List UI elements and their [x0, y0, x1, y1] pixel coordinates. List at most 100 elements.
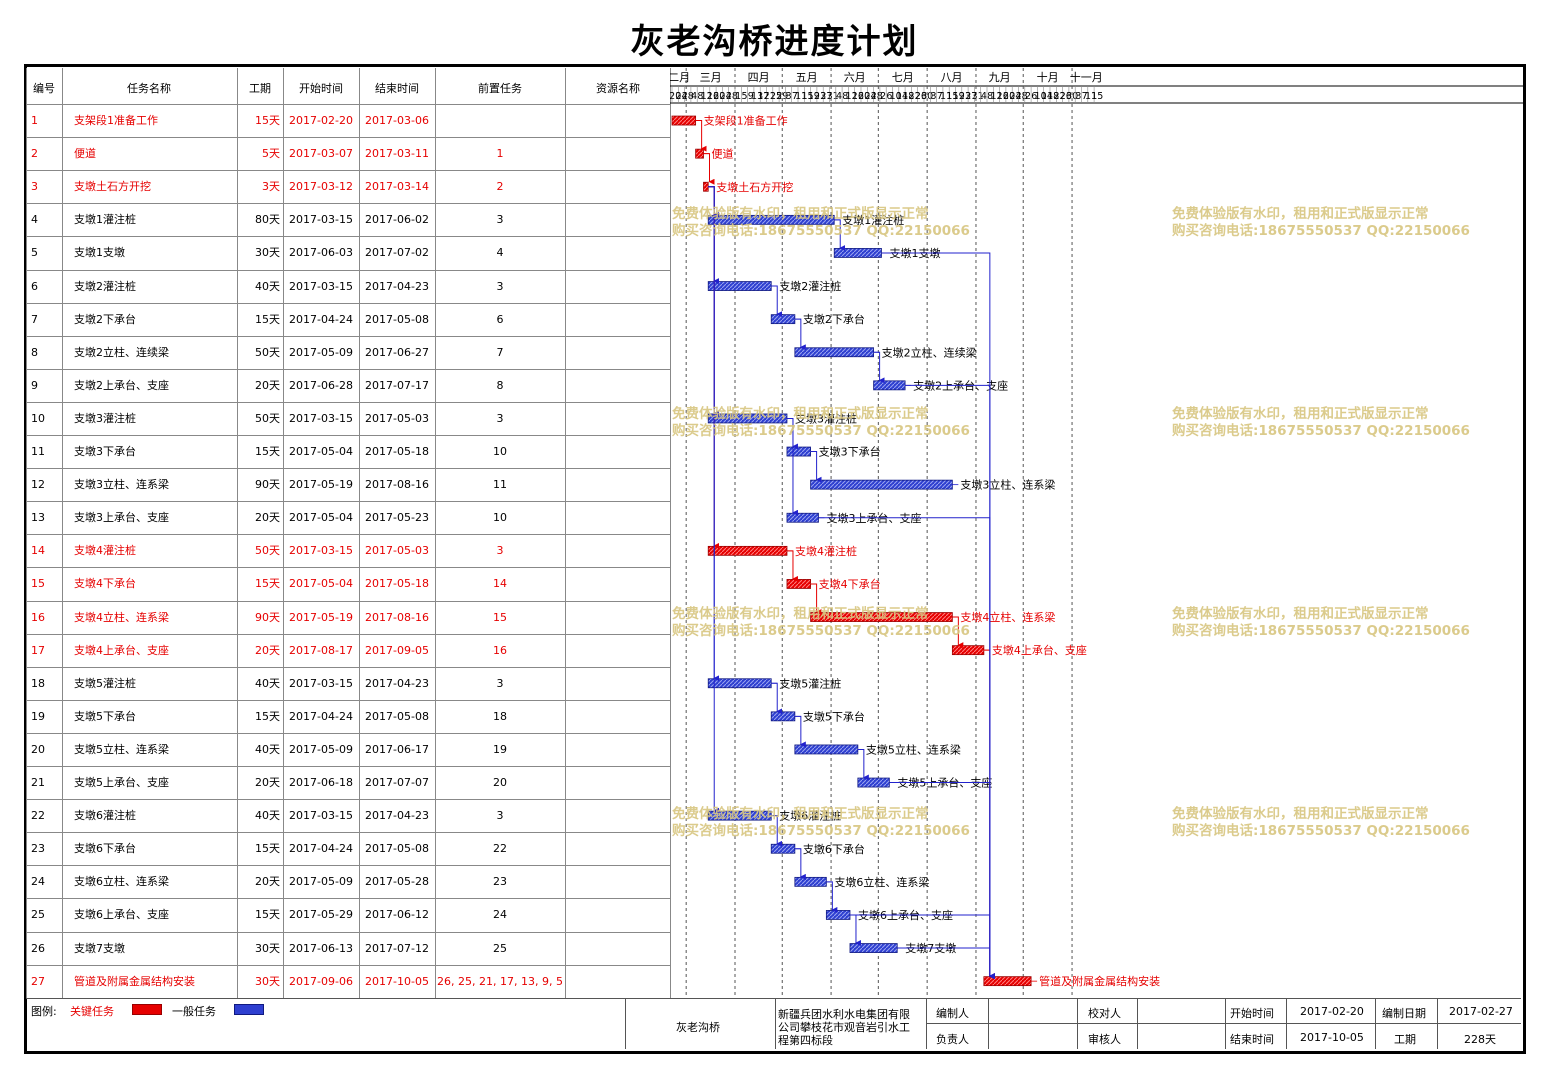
gantt-bar[interactable] [873, 380, 906, 391]
schedule-frame [24, 64, 1526, 1054]
gantt-bar[interactable] [707, 214, 835, 225]
task-start: 2017-06-03 [289, 246, 353, 260]
gantt-bar[interactable] [707, 810, 772, 821]
gantt-bar[interactable] [951, 645, 985, 656]
task-start: 2017-08-17 [289, 643, 353, 657]
day-tick-label: 3 [786, 91, 792, 102]
gantt-bar-label: 支墩4下承台 [819, 577, 881, 591]
task-predecessor: 24 [493, 908, 507, 922]
gantt-bar[interactable] [786, 579, 811, 589]
gantt-bar-label: 支墩3立柱、连系梁 [960, 478, 1055, 492]
checker-label: 校对人 [1088, 1007, 1121, 1020]
gantt-bar[interactable] [786, 446, 811, 457]
company-line-1: 新疆兵团水利水电集团有限 [778, 1008, 910, 1021]
gantt-bar[interactable] [770, 314, 796, 325]
gantt-bar-label: 便道 [712, 147, 734, 161]
task-start: 2017-04-24 [289, 842, 353, 856]
day-tick-label: 7 [937, 91, 943, 102]
task-predecessor: 3 [496, 279, 504, 293]
task-predecessor: 23 [493, 875, 507, 889]
table-row-line [26, 302, 670, 304]
gantt-bar-label: 支墩2下承台 [803, 312, 865, 326]
task-name: 支墩2立柱、连续梁 [74, 345, 169, 359]
dependency-arrow [703, 153, 715, 185]
gantt-bar-label: 支墩5立柱、连系梁 [866, 742, 961, 756]
day-tick-label: 9 [748, 91, 754, 102]
gantt-bar[interactable] [983, 976, 1032, 987]
task-name: 管道及附属金属结构安装 [74, 974, 195, 988]
col-header-end: 结束时间 [375, 82, 419, 95]
month-label: 四月 [748, 71, 770, 84]
task-predecessor: 3 [496, 411, 504, 425]
gantt-bar[interactable] [810, 612, 953, 622]
gantt-bar[interactable] [707, 281, 772, 291]
task-id: 7 [31, 312, 38, 326]
task-name: 支墩土石方开挖 [74, 180, 151, 194]
task-duration: 20天 [255, 875, 280, 889]
gantt-bar[interactable] [786, 512, 819, 523]
dependency-arrow [771, 285, 783, 318]
table-row-line [26, 401, 670, 403]
task-start: 2017-04-24 [289, 709, 353, 723]
task-predecessor: 16 [493, 643, 507, 657]
day-tick-label: 11 [940, 91, 952, 102]
gantt-bar[interactable] [695, 148, 704, 159]
task-start: 2017-06-28 [289, 378, 353, 392]
gantt-bar[interactable] [770, 843, 796, 854]
gantt-bar[interactable] [770, 711, 796, 722]
gantt-bar-label: 支墩1灌注桩 [842, 213, 904, 227]
task-name: 支墩6下承台 [74, 842, 136, 856]
gantt-bar[interactable] [707, 545, 788, 556]
table-row-line [26, 964, 670, 966]
gantt-bar[interactable] [794, 347, 874, 358]
task-predecessor: 22 [493, 842, 507, 856]
task-id: 13 [31, 511, 45, 525]
dependency-arrow [771, 815, 783, 847]
task-name: 支墩2上承台、支座 [74, 378, 169, 392]
table-row-line [26, 666, 670, 668]
gantt-bar[interactable] [671, 115, 697, 126]
task-predecessor: 19 [493, 742, 507, 756]
gantt-bar[interactable] [794, 876, 827, 887]
gantt-bar[interactable] [857, 777, 890, 788]
table-col-line [26, 68, 27, 998]
day-tick-label: 22 [909, 91, 921, 102]
task-end: 2017-07-07 [365, 776, 429, 789]
gantt-bar[interactable] [810, 479, 953, 490]
gantt-bar[interactable] [825, 910, 851, 920]
project-name: 灰老沟桥 [676, 1021, 720, 1034]
task-predecessor: 2 [496, 180, 504, 194]
dependency-arrow [786, 417, 798, 516]
footer-line [775, 997, 776, 1049]
day-tick-label: 28 [871, 91, 883, 102]
task-end: 2017-05-08 [365, 842, 429, 856]
gantt-bar[interactable] [707, 413, 788, 424]
task-id: 23 [31, 842, 45, 856]
footer-line [625, 997, 626, 1049]
gantt-bar[interactable] [707, 678, 772, 689]
day-tick-label: 22 [1053, 91, 1065, 102]
task-id: 17 [31, 643, 45, 657]
day-tick-label: 20 [1003, 91, 1015, 102]
task-name: 支墩4立柱、连系梁 [74, 610, 169, 624]
task-duration: 15天 [255, 709, 280, 723]
gantt-bar[interactable] [849, 943, 898, 953]
dependency-arrow [810, 451, 822, 483]
task-predecessor: 15 [493, 610, 507, 624]
end-label: 结束时间 [1230, 1033, 1274, 1046]
gantt-bar-label: 支墩6下承台 [803, 842, 865, 856]
dependency-arrow [708, 186, 720, 549]
task-name: 支墩6灌注桩 [74, 809, 136, 823]
task-duration: 80天 [255, 213, 280, 227]
gantt-bar[interactable] [794, 744, 859, 755]
col-header-id: 编号 [33, 82, 55, 95]
gantt-bar[interactable] [703, 181, 709, 192]
task-predecessor: 6 [496, 312, 504, 326]
task-predecessor: 4 [496, 246, 504, 260]
month-label: 八月 [941, 71, 963, 84]
table-row-line [26, 501, 670, 503]
gantt-bar-label: 支墩4立柱、连系梁 [960, 610, 1055, 624]
watermark-text: 免费体验版有水印，租用和正式版显示正常 [672, 206, 929, 222]
task-duration: 30天 [255, 246, 280, 260]
gantt-bar[interactable] [833, 248, 882, 258]
